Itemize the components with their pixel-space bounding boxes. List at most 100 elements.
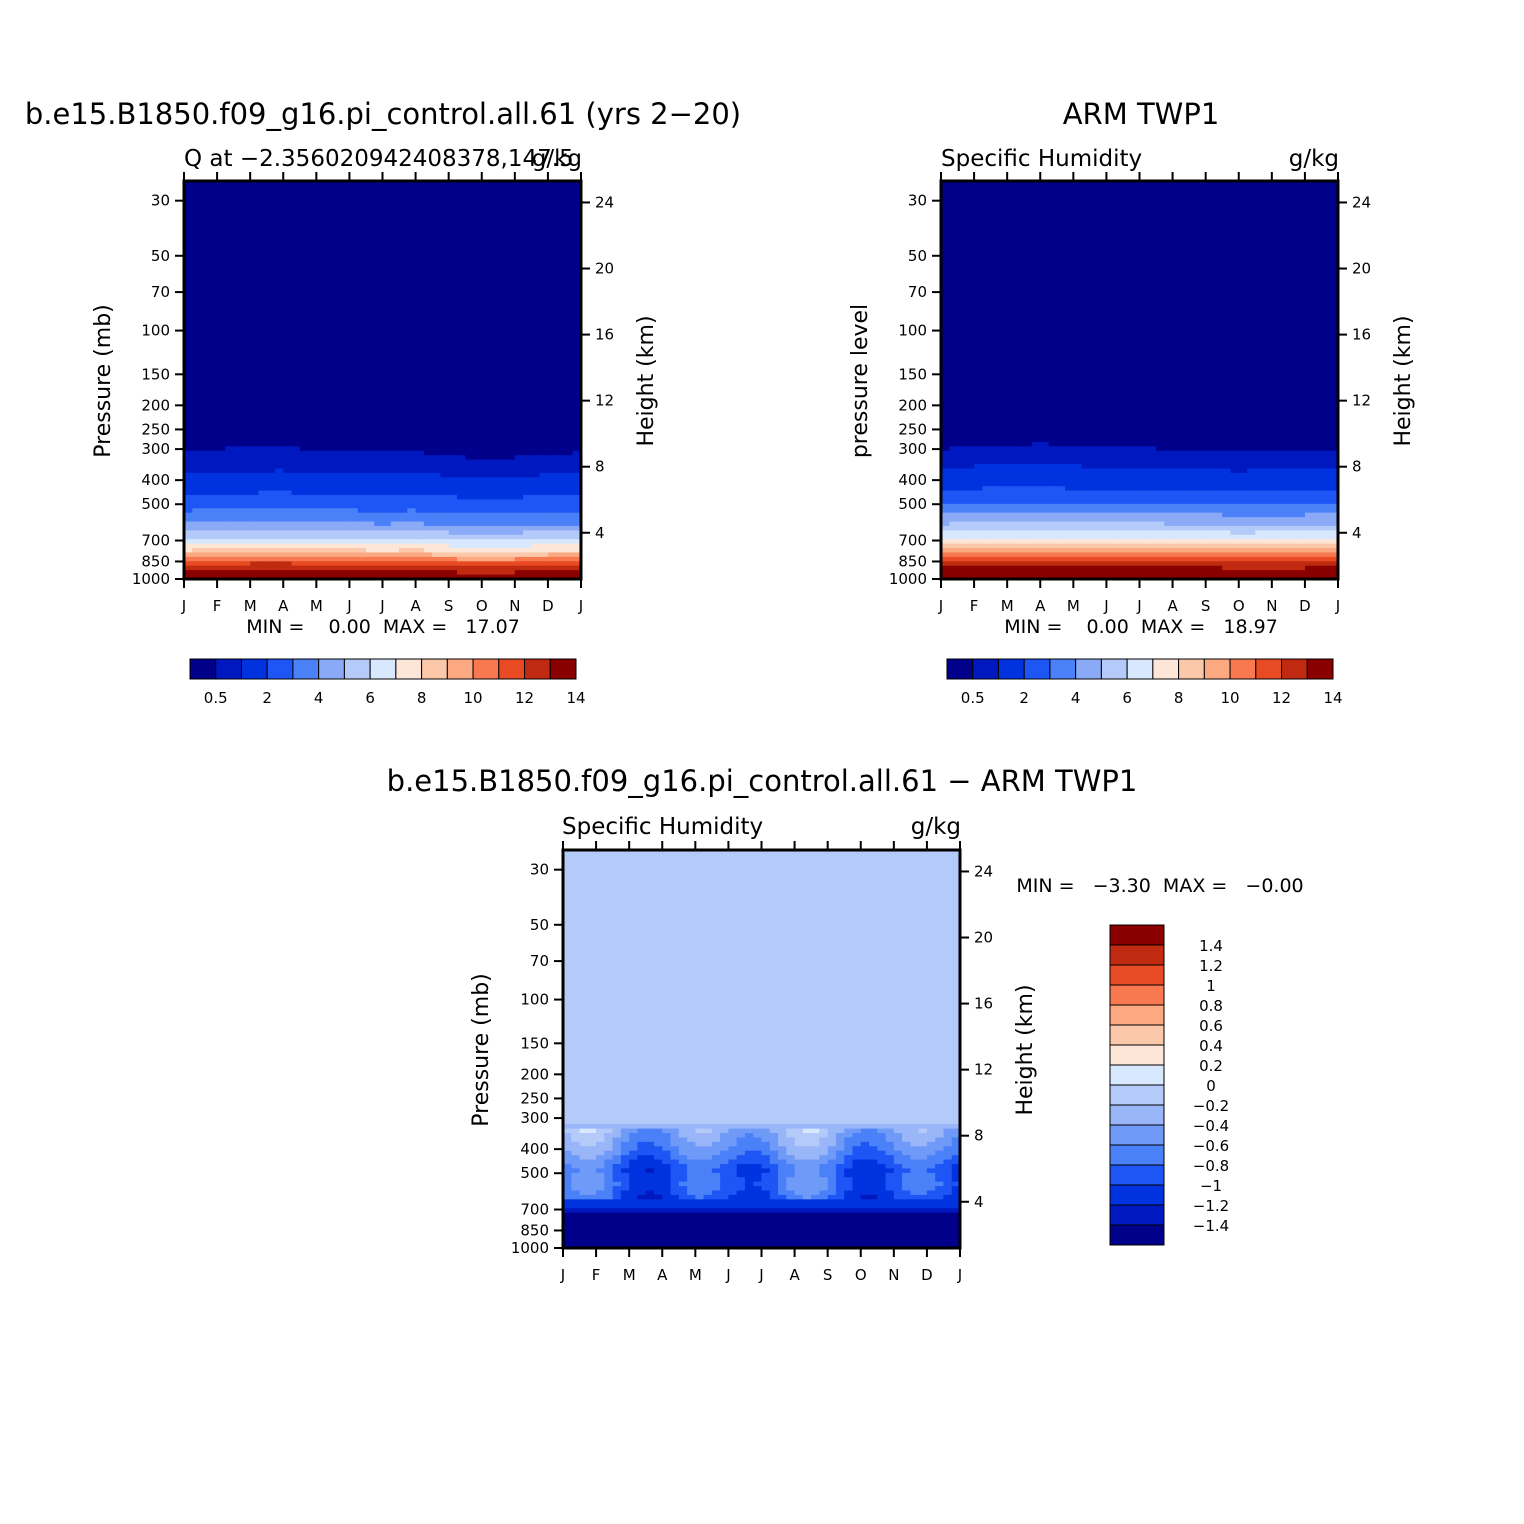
- panel-model-cell: [217, 242, 226, 248]
- panel-model-cell: [341, 304, 351, 310]
- panel-model-cell: [241, 349, 251, 355]
- panel-model-cell: [332, 207, 342, 213]
- panel-model-cell: [324, 282, 334, 288]
- panel-obs-cell: [1131, 229, 1141, 235]
- panel-model-cell: [556, 402, 566, 408]
- panel-obs-cell: [1304, 225, 1314, 231]
- panel-model-cell: [490, 313, 499, 319]
- panel-model-cell: [407, 375, 417, 381]
- panel-model-cell: [266, 570, 276, 576]
- panel-model-cell: [440, 561, 450, 567]
- panel-model-cell: [200, 229, 210, 235]
- panel-obs-cell: [1197, 220, 1207, 226]
- panel-model-cell: [258, 503, 268, 509]
- panel-model-cell: [374, 353, 384, 359]
- panel-model-cell: [283, 194, 293, 200]
- panel-model-cell: [365, 494, 375, 500]
- panel-model-cell: [382, 260, 392, 266]
- panel-model-cell: [440, 486, 450, 492]
- panel-model-cell: [481, 260, 491, 266]
- panel-model-cell: [250, 548, 260, 554]
- panel-model-cell: [506, 185, 516, 191]
- panel-model-cell: [390, 415, 400, 421]
- panel-model-cell: [208, 256, 218, 262]
- panel-model-cell: [357, 455, 367, 461]
- panel-model-cell: [274, 185, 284, 191]
- panel-model-cell: [184, 437, 193, 443]
- panel-model-cell: [250, 375, 260, 381]
- panel-model-cell: [415, 455, 425, 461]
- panel-model-cell: [531, 229, 541, 235]
- panel-model-cell: [407, 393, 417, 399]
- panel-model-cell: [523, 313, 532, 319]
- panel-model-cell: [258, 229, 268, 235]
- panel-model-cell: [241, 278, 251, 284]
- panel-model-cell: [225, 247, 235, 253]
- panel-model-cell: [407, 287, 417, 293]
- panel-model-cell: [440, 393, 450, 399]
- panel-model-cell: [456, 216, 466, 222]
- panel-model-cell: [332, 313, 342, 319]
- panel-model-cell: [250, 397, 260, 403]
- panel-model-cell: [415, 318, 425, 324]
- panel-model-cell: [490, 428, 499, 434]
- panel-obs-cell: [982, 216, 992, 222]
- panel-model-cell: [382, 570, 392, 576]
- panel-model-cell: [407, 362, 417, 368]
- panel-model-colorbar-swatch: [524, 658, 551, 680]
- panel-model-cell: [274, 282, 284, 288]
- panel-model-cell: [266, 397, 276, 403]
- panel-model-cell: [308, 410, 317, 416]
- panel-model-cell: [399, 313, 408, 319]
- panel-model-cell: [382, 525, 392, 531]
- panel-model-cell: [217, 388, 226, 394]
- panel-model-cell: [547, 556, 557, 562]
- panel-model-cell: [324, 198, 334, 204]
- panel-model-cell: [490, 499, 499, 505]
- panel-model-cell: [291, 375, 301, 381]
- panel-model-cell: [465, 437, 475, 443]
- panel-model-cell: [498, 322, 508, 328]
- panel-model-cell: [283, 552, 293, 558]
- panel-model-cell: [349, 265, 359, 271]
- panel-model-cell: [432, 503, 441, 509]
- panel-model-cell: [407, 552, 417, 558]
- panel-model-cell: [308, 322, 317, 328]
- panel-model-cell: [399, 340, 408, 346]
- panel-model-cell: [456, 402, 466, 408]
- panel-model-cell: [407, 335, 417, 341]
- panel-model-cell: [473, 234, 483, 240]
- panel-model-cell: [184, 273, 193, 279]
- panel-obs-cell: [1164, 220, 1174, 226]
- panel-model-cell: [481, 273, 491, 279]
- panel-model-cell: [208, 397, 218, 403]
- panel-model-cell: [514, 229, 524, 235]
- panel-obs-cell: [1122, 181, 1132, 187]
- panel-obs-cell: [1098, 189, 1108, 195]
- panel-model-cell: [456, 265, 466, 271]
- panel-model-cell: [440, 282, 450, 288]
- panel-model-cell: [547, 424, 557, 430]
- panel-model-cell: [539, 530, 549, 536]
- panel-model-cell: [225, 410, 235, 416]
- panel-model-cell: [473, 309, 483, 315]
- panel-model-cell: [399, 309, 408, 315]
- panel-model-cell: [283, 380, 293, 386]
- panel-model-cell: [465, 477, 475, 483]
- panel-obs-cell: [941, 194, 950, 200]
- panel-model-cell: [324, 517, 334, 523]
- panel-model-cell: [465, 380, 475, 386]
- panel-model-cell: [547, 278, 557, 284]
- panel-model-colorbar-label: 4: [314, 689, 324, 707]
- panel-model-cell: [514, 397, 524, 403]
- panel-model-cell: [572, 234, 582, 240]
- panel-model-cell: [481, 242, 491, 248]
- panel-model-cell: [233, 198, 243, 204]
- panel-model-cell: [374, 450, 384, 456]
- panel-model-cell: [473, 503, 483, 509]
- panel-model-cell: [514, 574, 524, 580]
- panel-model-cell: [208, 207, 218, 213]
- panel-model-cell: [490, 203, 499, 209]
- panel-model-cell: [308, 534, 317, 540]
- panel-model-cell: [283, 512, 293, 518]
